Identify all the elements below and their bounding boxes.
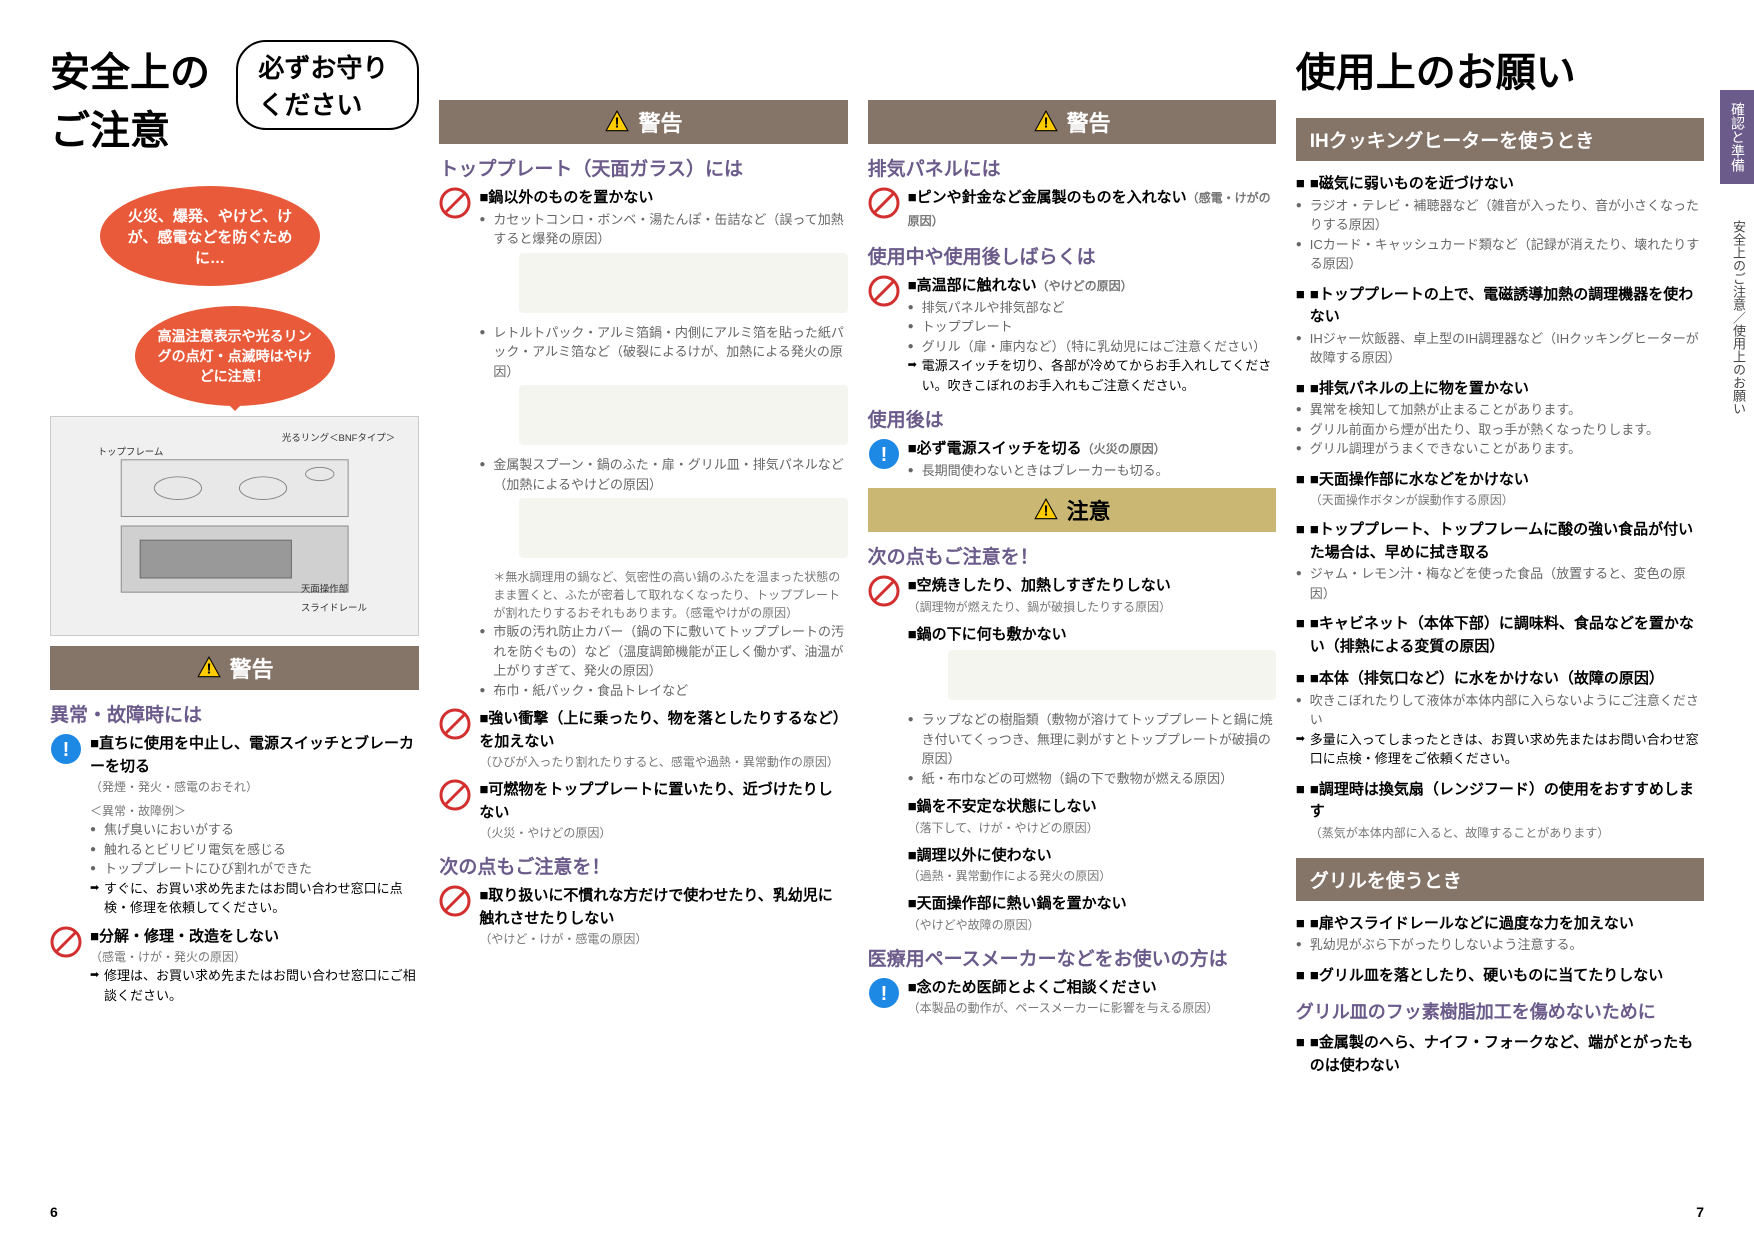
svg-text:!: ! <box>880 983 887 1005</box>
pill-label: 必ずお守りください <box>236 40 419 130</box>
prohibit-icon <box>868 275 900 307</box>
prohibit-icon <box>439 779 471 811</box>
bubble-temp-warning: 高温注意表示や光るリングの点灯・点滅時はやけどに注意！ <box>135 306 335 406</box>
svg-text:スライドレール: スライドレール <box>301 603 367 614</box>
illust-cans <box>519 253 847 313</box>
illust-retort <box>519 385 847 445</box>
section-also-1: 次の点もご注意を！ <box>439 852 847 879</box>
main-title-left: 安全上のご注意 <box>50 40 216 156</box>
cooktop-diagram: 光るリング＜BNFタイプ＞ トップフレーム 天面操作部 スライドレール <box>50 416 419 636</box>
main-title-right: 使用上のお願い <box>1296 40 1704 98</box>
svg-text:光るリング＜BNFタイプ＞: 光るリング＜BNFタイプ＞ <box>282 432 395 444</box>
warning-header-3: ! 警告 <box>868 100 1276 144</box>
svg-text:トップフレーム: トップフレーム <box>98 447 164 458</box>
warning-header-1: ! 警告 <box>50 646 419 690</box>
svg-text:!: ! <box>1043 114 1048 131</box>
section-topplate: トッププレート（天面ガラス）には <box>439 154 847 181</box>
prohibit-icon <box>439 885 471 917</box>
page-num-left: 6 <box>50 1204 58 1220</box>
svg-text:天面操作部: 天面操作部 <box>301 583 348 595</box>
must-do-icon: ! <box>868 438 900 470</box>
section-exhaust: 排気パネルには <box>868 154 1276 181</box>
caution-header: ! 注意 <box>868 488 1276 532</box>
must-do-icon: ! <box>50 733 82 765</box>
prohibit-icon <box>868 575 900 607</box>
section-pacemaker: 医療用ペースメーカーなどをお使いの方は <box>868 944 1276 971</box>
svg-text:!: ! <box>206 660 211 677</box>
svg-text:!: ! <box>1043 502 1048 519</box>
section-during: 使用中や使用後しばらくは <box>868 242 1276 269</box>
info-header-grill: グリルを使うとき <box>1296 858 1704 901</box>
info-header-ih: IHクッキングヒーターを使うとき <box>1296 118 1704 161</box>
illust-spoon <box>519 498 847 558</box>
bubble-fire-warning: 火災、爆発、やけど、けが、感電などを防ぐために… <box>100 186 320 286</box>
page-num-right: 7 <box>1696 1204 1704 1220</box>
prohibit-icon <box>439 708 471 740</box>
svg-text:!: ! <box>63 739 70 761</box>
prohibit-icon <box>868 187 900 219</box>
side-tab-sub: 安全上のご注意／使用上のお願い <box>1729 220 1748 415</box>
svg-text:!: ! <box>880 444 887 466</box>
warning-header-2: ! 警告 <box>439 100 847 144</box>
section-after: 使用後は <box>868 405 1276 432</box>
section-also-2: 次の点もご注意を！ <box>868 542 1276 569</box>
prohibit-icon <box>50 926 82 958</box>
must-do-icon: ! <box>868 977 900 1009</box>
illust-pot <box>948 650 1276 700</box>
svg-text:!: ! <box>615 114 620 131</box>
prohibit-icon <box>439 187 471 219</box>
section-abnormal: 異常・故障時には <box>50 700 419 727</box>
side-tab: 確認と準備 <box>1720 90 1754 184</box>
